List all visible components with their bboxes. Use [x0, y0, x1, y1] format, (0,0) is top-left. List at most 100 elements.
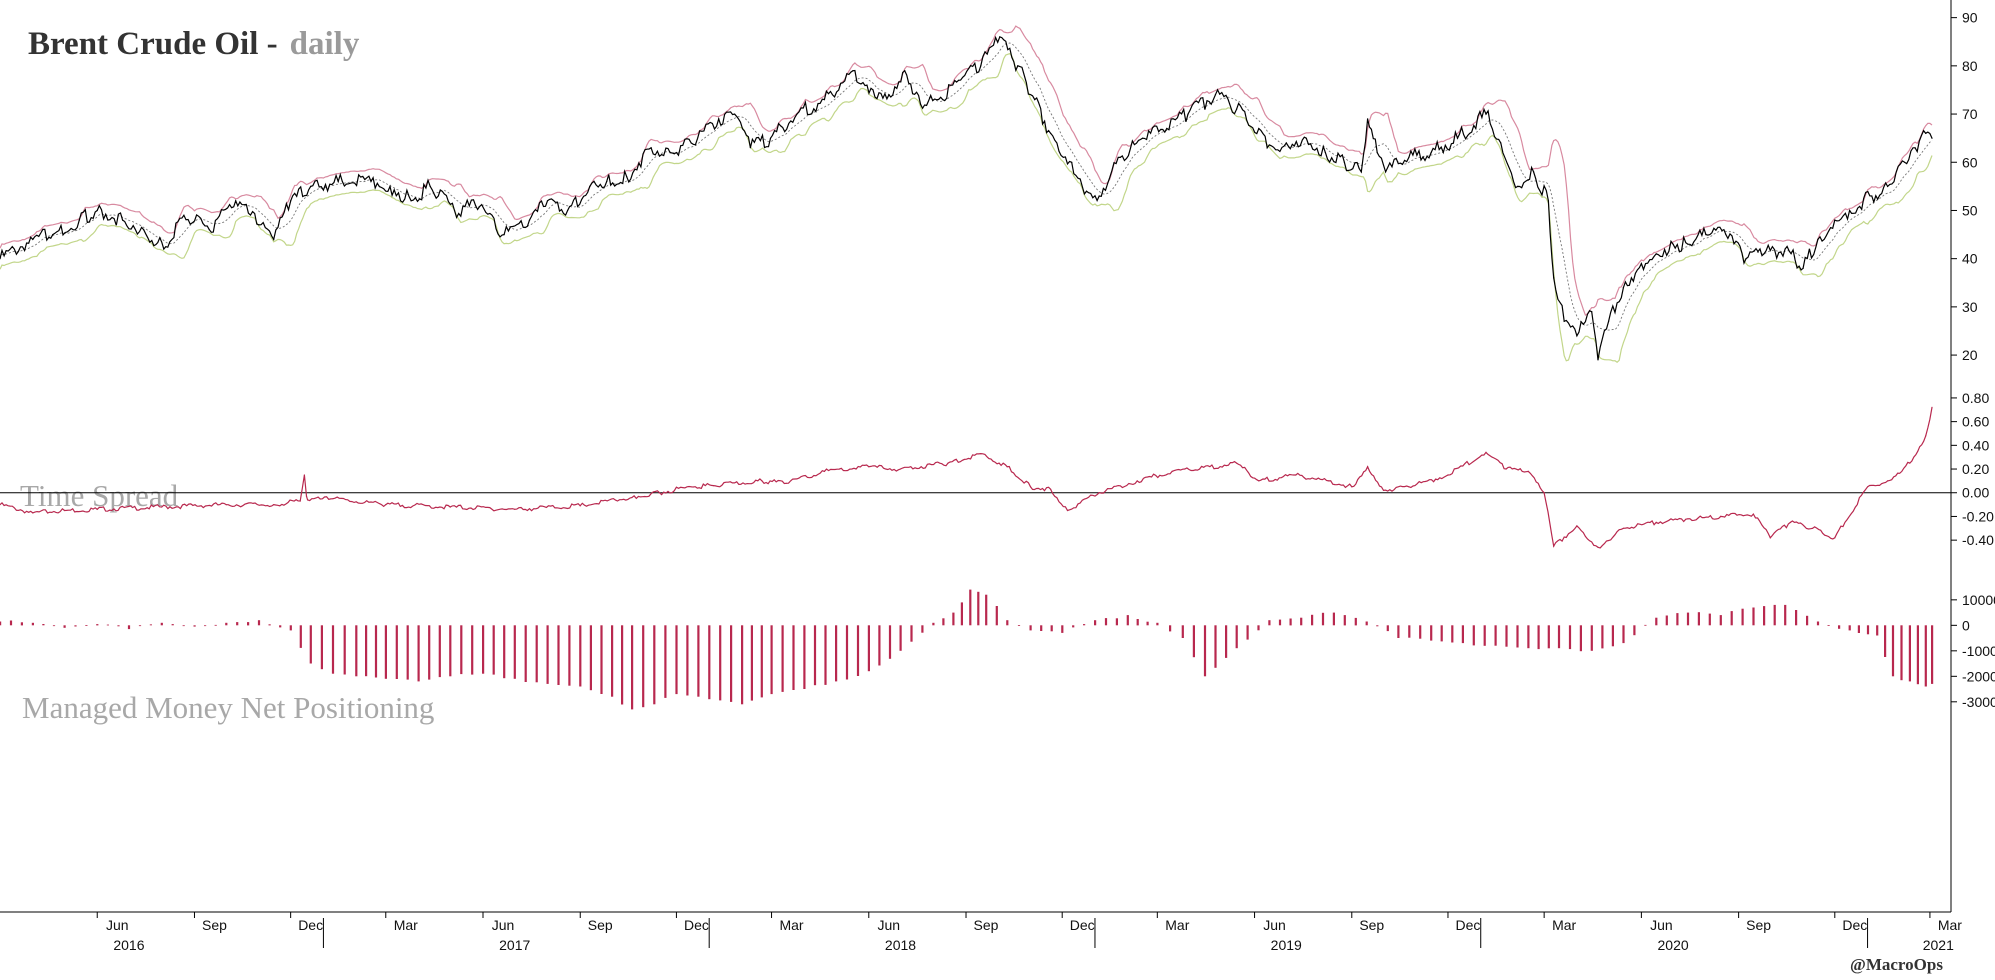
position-bar [888, 625, 892, 659]
time-spread-point [0, 504, 1, 506]
position-bar [74, 625, 77, 627]
position-bar [1505, 625, 1508, 647]
x-month-label: Dec [1070, 917, 1095, 933]
price-point [1085, 190, 1088, 192]
position-bar [1126, 615, 1129, 626]
price-point [1576, 335, 1578, 337]
position-bar [384, 625, 387, 679]
price-point [1925, 132, 1927, 134]
position-bar [642, 625, 645, 708]
position-bar [708, 625, 711, 700]
price-point [567, 209, 569, 212]
time-spread-point [1812, 527, 1814, 529]
position-bar [1848, 625, 1851, 631]
time-spread-point [1752, 513, 1754, 515]
position-bar [1838, 625, 1841, 629]
time-spread-point [1066, 509, 1069, 512]
price-point [1305, 137, 1307, 139]
positioning-panel [0, 589, 1934, 710]
price-point [310, 185, 312, 187]
time-spread-point [761, 480, 763, 482]
position-bar [1579, 625, 1582, 652]
y-tick-label: 80 [1962, 58, 1978, 74]
position-bar [568, 625, 571, 686]
position-bar [921, 625, 924, 633]
time-spread-point [1867, 486, 1869, 488]
time-spread-point [1887, 480, 1889, 482]
x-month-label: Sep [1359, 917, 1384, 933]
position-bar [1376, 625, 1379, 627]
y-tick-label: 0.60 [1962, 414, 1989, 430]
position-bar [621, 625, 624, 705]
time-spread-point [690, 486, 692, 488]
price-point [1236, 108, 1238, 110]
position-bar [845, 625, 849, 680]
position-bar [835, 625, 838, 682]
price-point [1367, 118, 1369, 120]
position-bar [1900, 625, 1903, 681]
price-point [96, 209, 98, 212]
position-bar [760, 625, 763, 698]
position-bar [792, 625, 795, 690]
price-point [453, 209, 456, 212]
price-point [235, 200, 237, 202]
position-bar [279, 625, 282, 628]
time-spread-point [1527, 470, 1529, 472]
price-point [546, 200, 549, 202]
position-bar [1146, 621, 1149, 626]
position-bar [395, 625, 398, 679]
position-bar [1763, 606, 1766, 626]
price-point [1408, 156, 1410, 158]
position-bar [1006, 620, 1009, 626]
price-point [1763, 253, 1765, 255]
price-point [1871, 195, 1873, 197]
position-bar [1924, 625, 1927, 687]
position-bar [438, 625, 441, 678]
time-spread-point [1834, 537, 1836, 539]
time-spread-point [1029, 486, 1032, 488]
position-bar [1741, 608, 1744, 626]
position-bar [309, 625, 312, 664]
price-point [650, 147, 652, 149]
position-bar [299, 625, 302, 648]
position-bar [1235, 625, 1238, 649]
time-spread-point [32, 512, 34, 514]
position-bar [1527, 625, 1530, 649]
time-spread-point [980, 453, 982, 455]
position-bar [193, 625, 196, 627]
price-point [1050, 132, 1052, 134]
price-point [1725, 234, 1727, 236]
time-spread-point [161, 506, 163, 508]
price-point [1849, 209, 1851, 212]
position-bar [1440, 625, 1443, 642]
price-point [796, 113, 798, 115]
position-bar [1916, 625, 1919, 685]
position-bar [171, 624, 174, 626]
position-bar [1568, 625, 1572, 650]
price-point [852, 70, 854, 72]
price-point [337, 180, 339, 183]
axes: 20 30 40 50 60 70 80 90 -0.40 -0.20 0.00 0.20 0.40 0.… [96, 10, 1995, 953]
time-spread-point [1925, 435, 1927, 437]
price-line [0, 35, 1933, 361]
position-bar [225, 622, 228, 626]
price-point [1655, 253, 1657, 255]
position-bar [214, 624, 217, 626]
position-bar [770, 625, 773, 695]
time-spread-point [631, 496, 633, 499]
time-spread-point [299, 500, 301, 502]
positioning-label: Managed Money Net Positioning [22, 690, 434, 725]
middle-band-line [0, 42, 1933, 331]
time-spread-point [1505, 468, 1507, 470]
position-bar [1590, 625, 1593, 651]
price-point [769, 137, 772, 139]
position-bar [942, 618, 945, 626]
price-point [1343, 161, 1345, 163]
position-bar [1816, 621, 1820, 626]
y-tick-label: 90 [1962, 10, 1978, 26]
price-point [122, 219, 124, 221]
position-bar [867, 625, 870, 672]
